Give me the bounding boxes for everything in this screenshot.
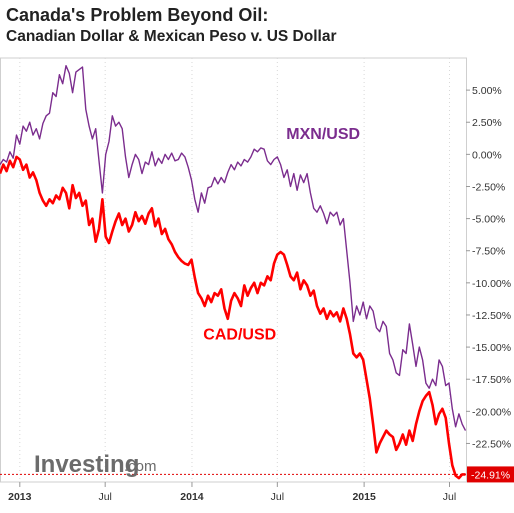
series-label-cad-usd: CAD/USD: [203, 326, 276, 343]
x-axis: 2013 Jul 2014 Jul 2015 Jul: [8, 482, 456, 503]
reference-line: -24.91%: [0, 466, 514, 483]
y-axis: 5.00% 2.50% 0.00% -2.50% -5.00% -7.50% -10.00%…: [466, 85, 511, 450]
brand-logo: Investing .com: [34, 451, 157, 478]
y-tick-label: -2.50%: [472, 181, 505, 193]
chart-title: Canada's Problem Beyond Oil:: [6, 5, 269, 25]
y-tick-label: -15.00%: [472, 342, 511, 354]
x-tick-label: Jul: [271, 491, 284, 503]
chart-subtitle: Canadian Dollar & Mexican Peso v. US Dol…: [6, 28, 337, 45]
series-line-mxn-usd: [0, 65, 467, 431]
x-tick-label: Jul: [443, 491, 456, 503]
y-tick-label: -22.50%: [472, 438, 511, 450]
y-tick-label: -20.00%: [472, 406, 511, 418]
series-lines: [0, 65, 467, 480]
y-tick-label: -10.00%: [472, 278, 511, 290]
brand-name: Investing: [34, 451, 139, 478]
y-tick-label: -12.50%: [472, 310, 511, 322]
series-label-mxn-usd: MXN/USD: [286, 126, 360, 143]
y-tick-label: 2.50%: [472, 117, 502, 129]
y-tick-label: 5.00%: [472, 85, 502, 97]
last-value-badge: [467, 466, 514, 483]
title-block: Canada's Problem Beyond Oil: Canadian Do…: [6, 4, 336, 48]
y-tick-label: 0.00%: [472, 149, 502, 161]
x-tick-label: 2013: [8, 491, 32, 503]
grid: [0, 57, 467, 483]
x-tick-label: 2015: [352, 491, 376, 503]
series-labels: MXN/USD CAD/USD: [203, 126, 360, 343]
plot-frame: [0, 57, 467, 483]
x-tick-label: Jul: [98, 491, 111, 503]
y-tick-label: -5.00%: [472, 214, 505, 226]
x-tick-label: 2014: [180, 491, 204, 503]
brand-suffix: .com: [124, 458, 157, 475]
y-tick-label: -17.50%: [472, 374, 511, 386]
series-line-cad-usd: [0, 155, 466, 480]
y-tick-label: -7.50%: [472, 246, 505, 258]
last-value-label: -24.91%: [471, 469, 510, 481]
